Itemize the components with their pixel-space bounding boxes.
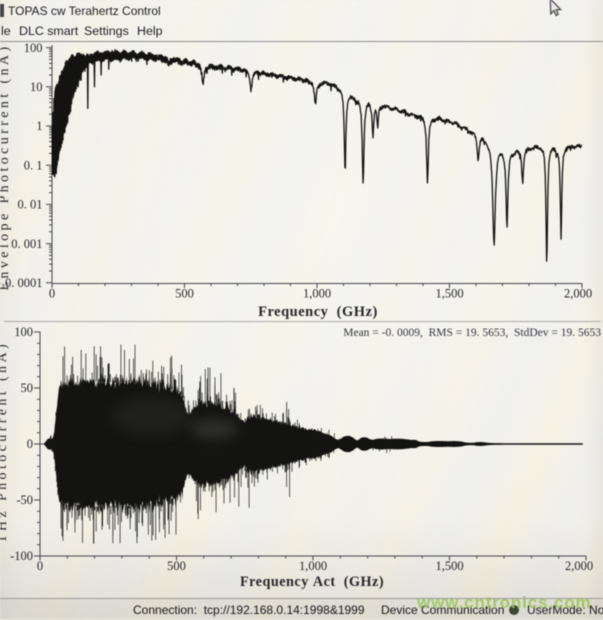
- svg-text:Frequency Act (GHz): Frequency Act (GHz): [240, 574, 384, 590]
- svg-text:10: 10: [30, 80, 43, 94]
- svg-text:-50: -50: [16, 493, 33, 507]
- svg-text:Mean = -0. 0009, RMS = 19. 56: Mean = -0. 0009, RMS = 19. 5653, StdDev …: [343, 327, 601, 339]
- svg-text:Frequency (GHz): Frequency (GHz): [258, 304, 378, 320]
- svg-text:0: 0: [49, 287, 55, 301]
- svg-text:1,000: 1,000: [299, 559, 327, 573]
- svg-text:Envelope Photocurrent (nA): Envelope Photocurrent (nA): [0, 43, 12, 290]
- svg-text:100: 100: [14, 325, 33, 339]
- svg-text:100: 100: [24, 41, 43, 55]
- svg-text:1,000: 1,000: [303, 287, 331, 301]
- svg-text:0: 0: [37, 559, 43, 573]
- svg-text:0. 0001: 0. 0001: [5, 276, 43, 290]
- svg-text:-100: -100: [10, 549, 33, 563]
- svg-text:0. 01: 0. 01: [18, 198, 43, 212]
- svg-text:500: 500: [167, 559, 186, 573]
- svg-text:2,000: 2,000: [564, 287, 592, 301]
- svg-text:500: 500: [175, 287, 194, 301]
- svg-text:1,500: 1,500: [435, 559, 463, 573]
- svg-text:50: 50: [21, 381, 34, 395]
- svg-text:0: 0: [27, 437, 33, 451]
- svg-text:0. 1: 0. 1: [24, 158, 43, 172]
- svg-text:1,500: 1,500: [435, 287, 463, 301]
- svg-text:2,000: 2,000: [565, 559, 593, 573]
- svg-text:1: 1: [36, 119, 42, 133]
- svg-text:THz Photocurrent (nA): THz Photocurrent (nA): [0, 341, 10, 543]
- svg-text:0. 001: 0. 001: [11, 237, 42, 251]
